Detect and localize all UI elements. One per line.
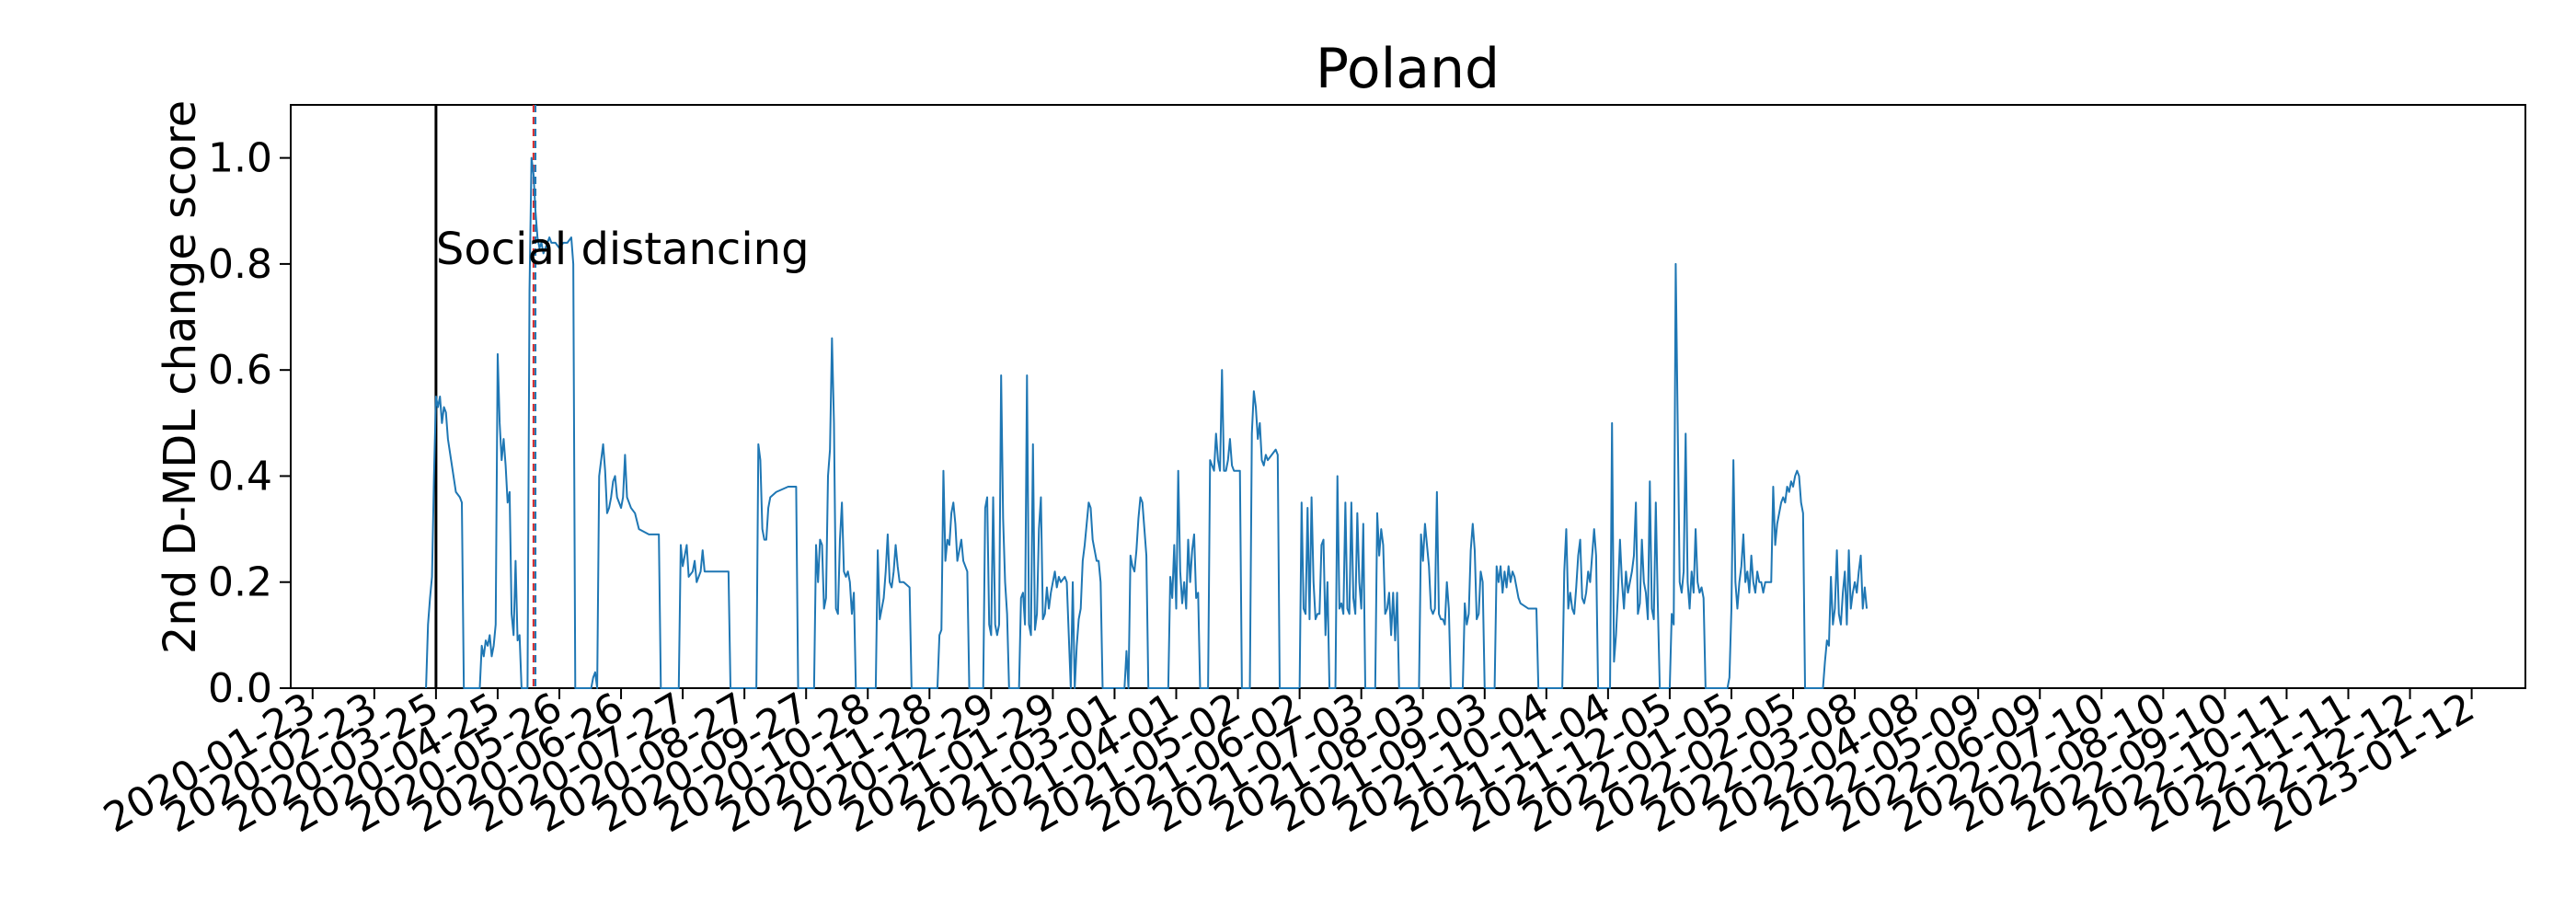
- plot-frame: [290, 104, 2526, 689]
- y-tick-label: 0.8: [208, 241, 272, 288]
- x-axis-ticks: 2020-01-232020-02-232020-03-252020-04-25…: [96, 684, 2482, 842]
- y-tick-label: 0.0: [208, 665, 272, 712]
- y-axis-label: 2nd D-MDL change score: [155, 100, 206, 654]
- y-tick-label: 0.4: [208, 453, 272, 500]
- series-line-group: [425, 156, 1869, 689]
- y-tick-label: 0.2: [208, 559, 272, 606]
- plot-area: [290, 104, 2526, 689]
- annotation-label: Social distancing: [436, 224, 810, 275]
- chart-title: Poland: [1316, 37, 1500, 101]
- event-markers: [434, 105, 537, 688]
- y-axis-ticks: 0.0 0.2 0.4 0.6 0.8 1.0: [208, 135, 291, 712]
- y-tick-label: 0.6: [208, 347, 272, 394]
- series-line: [425, 156, 1869, 689]
- annotation-group: Social distancing: [436, 224, 810, 275]
- y-tick-label: 1.0: [208, 135, 272, 182]
